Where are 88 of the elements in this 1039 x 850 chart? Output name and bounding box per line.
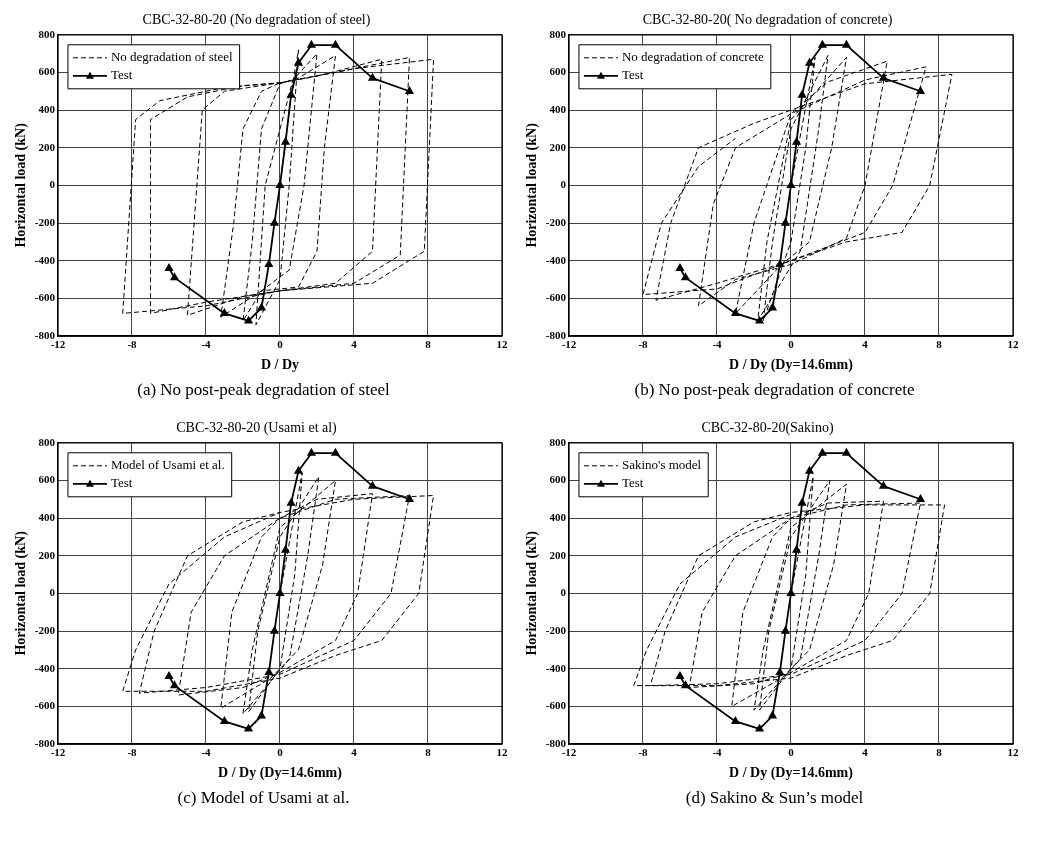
x-axis-title: D / Dy (Dy=14.6mm)	[729, 357, 854, 374]
x-tick-label: -4	[201, 338, 212, 351]
x-tick-label: 0	[277, 746, 284, 759]
y-tick-label: 400	[38, 510, 56, 523]
y-tick-label: 400	[549, 102, 567, 115]
y-axis-title: Horizontal load (kN)	[524, 122, 541, 248]
x-tick-label: -8	[638, 338, 649, 351]
x-tick-label: 12	[496, 338, 508, 351]
legend-label: Sakino's model	[621, 457, 702, 473]
x-tick-label: 8	[425, 338, 432, 351]
text: (b) No post-peak degradation of concrete	[634, 380, 915, 401]
y-tick-label: -600	[34, 291, 56, 304]
legend-label: Test	[110, 475, 133, 491]
x-tick-label: 0	[277, 338, 284, 351]
y-tick-label: -400	[545, 253, 567, 266]
y-tick-label: 800	[549, 27, 567, 40]
y-tick-label: -200	[545, 215, 567, 228]
y-tick-label: -200	[34, 215, 56, 228]
x-tick-label: 12	[1007, 338, 1019, 351]
y-tick-label: 0	[49, 178, 56, 191]
y-tick-label: -800	[545, 328, 567, 341]
y-tick-label: 0	[560, 178, 567, 191]
legend-label: No degradation of steel	[110, 49, 233, 65]
y-tick-label: 0	[49, 586, 56, 599]
legend-label: No degradation of concrete	[621, 49, 765, 65]
y-tick-label: 200	[38, 548, 56, 561]
x-tick-label: -4	[712, 338, 723, 351]
y-tick-label: -200	[34, 623, 56, 636]
x-tick-label: 4	[862, 338, 869, 351]
chart-title: CBC-32-80-20(Sakino)	[701, 420, 834, 437]
y-tick-label: -400	[34, 253, 56, 266]
x-tick-label: 0	[788, 746, 795, 759]
y-tick-label: -800	[34, 328, 56, 341]
y-tick-label: 600	[38, 65, 56, 78]
y-tick-label: 200	[549, 548, 567, 561]
y-tick-label: -400	[34, 661, 56, 674]
y-tick-label: 400	[38, 102, 56, 115]
legend-label: Test	[621, 475, 644, 491]
y-tick-label: 800	[38, 435, 56, 448]
y-tick-label: 600	[549, 65, 567, 78]
y-axis-title: Horizontal load (kN)	[524, 530, 541, 656]
x-tick-label: 4	[351, 746, 358, 759]
x-tick-label: -4	[712, 746, 723, 759]
x-tick-label: -8	[127, 338, 138, 351]
x-axis-title: D / Dy (Dy=14.6mm)	[729, 765, 854, 782]
x-tick-label: 0	[788, 338, 795, 351]
legend-label: Test	[621, 67, 644, 83]
y-tick-label: -600	[545, 291, 567, 304]
x-tick-label: -12	[561, 338, 577, 351]
x-tick-label: 12	[496, 746, 508, 759]
y-tick-label: -600	[34, 699, 56, 712]
x-tick-label: -8	[127, 746, 138, 759]
x-tick-label: -12	[50, 338, 66, 351]
y-tick-label: -600	[545, 699, 567, 712]
legend-label: Model of Usami et al.	[110, 457, 225, 473]
y-tick-label: -200	[545, 623, 567, 636]
y-tick-label: -800	[34, 736, 56, 749]
y-tick-label: -400	[545, 661, 567, 674]
x-tick-label: -12	[50, 746, 66, 759]
x-axis-title: D / Dy (Dy=14.6mm)	[218, 765, 343, 782]
x-tick-label: 8	[936, 338, 943, 351]
y-tick-label: 200	[38, 140, 56, 153]
y-tick-label: 800	[38, 27, 56, 40]
y-axis-title: Horizontal load (kN)	[13, 530, 30, 656]
chart-title: CBC-32-80-20( No degradation of concrete)	[642, 12, 893, 29]
x-tick-label: 8	[425, 746, 432, 759]
text: (d) Sakino & Sun’s model	[685, 788, 864, 809]
y-tick-label: -800	[545, 736, 567, 749]
x-tick-label: 12	[1007, 746, 1019, 759]
x-tick-label: -4	[201, 746, 212, 759]
x-tick-label: -8	[638, 746, 649, 759]
y-axis-title: Horizontal load (kN)	[13, 122, 30, 248]
x-tick-label: 8	[936, 746, 943, 759]
legend-label: Test	[110, 67, 133, 83]
chart-title: CBC-32-80-20 (No degradation of steel)	[142, 12, 371, 29]
chart-title: CBC-32-80-20 (Usami et al)	[176, 420, 338, 437]
y-tick-label: 400	[549, 510, 567, 523]
x-tick-label: -12	[561, 746, 577, 759]
y-tick-label: 0	[560, 586, 567, 599]
y-tick-label: 800	[549, 435, 567, 448]
y-tick-label: 600	[549, 473, 567, 486]
x-tick-label: 4	[862, 746, 869, 759]
text: (c) Model of Usami at al.	[177, 788, 350, 809]
y-tick-label: 200	[549, 140, 567, 153]
x-axis-title: D / Dy	[260, 357, 300, 373]
text: (a) No post-peak degradation of steel	[137, 380, 390, 401]
x-tick-label: 4	[351, 338, 358, 351]
y-tick-label: 600	[38, 473, 56, 486]
